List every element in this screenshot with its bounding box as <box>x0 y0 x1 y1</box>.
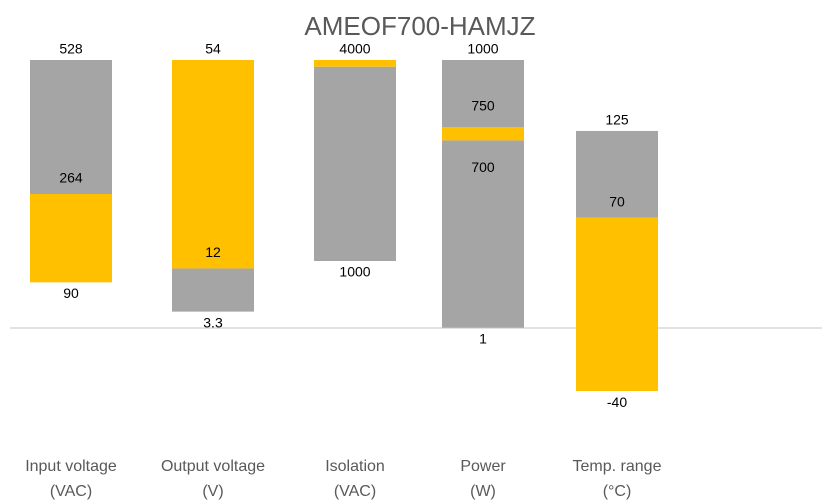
category-label: Temp. range <box>573 458 662 475</box>
category-label: (VAC) <box>334 483 376 500</box>
data-label: 4000 <box>339 41 370 57</box>
data-label: 1000 <box>339 264 370 280</box>
data-label: 90 <box>63 285 79 301</box>
chart-title: AMEOF700-HAMJZ <box>304 11 535 41</box>
category-label: (V) <box>202 483 223 500</box>
data-label: 12 <box>205 244 221 260</box>
category-label: (VAC) <box>50 483 92 500</box>
data-label: 1000 <box>467 41 498 57</box>
category-label: (W) <box>470 483 496 500</box>
category-label: Isolation <box>325 458 385 475</box>
bar-segment <box>442 60 524 127</box>
bar-segment <box>576 217 658 392</box>
data-label: 3.3 <box>203 314 223 330</box>
data-label: 125 <box>605 112 629 128</box>
category-label: Input voltage <box>25 458 117 475</box>
data-label: -40 <box>607 394 627 410</box>
bar-segment <box>172 60 254 269</box>
data-label: 750 <box>471 98 495 114</box>
category-label: (°C) <box>603 483 632 500</box>
bar-segment <box>30 60 112 194</box>
data-label: 528 <box>59 41 83 57</box>
bar-segment <box>314 60 396 67</box>
bar-segment <box>172 268 254 312</box>
category-label: Power <box>460 458 506 475</box>
bar-segment <box>314 66 396 261</box>
bar-segment <box>442 140 524 328</box>
data-label: 700 <box>471 159 495 175</box>
bar-segment <box>30 194 112 283</box>
bar-segment <box>442 127 524 141</box>
category-label: Output voltage <box>161 458 265 475</box>
data-label: 70 <box>609 193 625 209</box>
data-label: 54 <box>205 41 221 57</box>
bar-segment <box>576 130 658 218</box>
data-label: 1 <box>479 330 487 346</box>
data-label: 264 <box>59 170 83 186</box>
